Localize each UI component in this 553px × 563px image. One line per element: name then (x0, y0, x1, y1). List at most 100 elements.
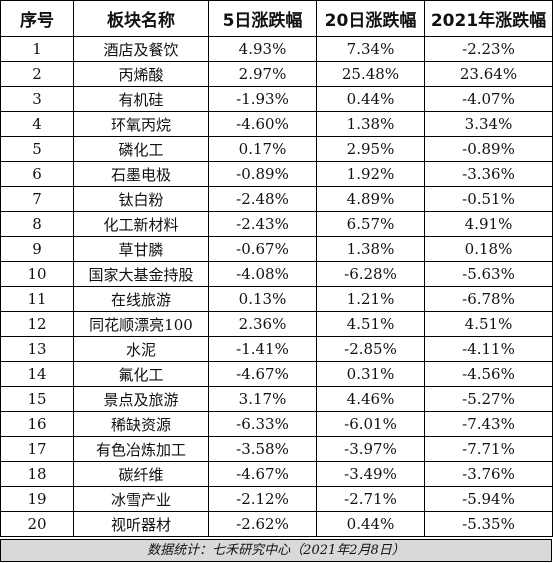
cell-2021-change: -5.63% (424, 261, 553, 287)
cell-20day-change: 0.44% (316, 511, 425, 537)
cell-5day-change: -2.43% (208, 211, 317, 237)
cell-5day-change: 0.13% (208, 286, 317, 312)
table-body: 1 酒店及餐饮 4.93% 7.34% -2.23% 2 丙烯酸 2.97% 25.48% 23.… (0, 36, 553, 537)
cell-sector-name: 碳纤维 (73, 461, 209, 487)
cell-2021-change: 23.64% (424, 61, 553, 87)
cell-20day-change: -3.97% (316, 436, 425, 462)
cell-20day-change: 0.31% (316, 361, 425, 387)
cell-2021-change: -0.51% (424, 186, 553, 212)
cell-2021-change: -5.27% (424, 386, 553, 412)
cell-sector-name: 有机硅 (73, 86, 209, 112)
cell-sector-name: 磷化工 (73, 136, 209, 162)
header-index: 序号 (0, 0, 74, 37)
cell-index: 12 (0, 311, 74, 337)
table-row: 8 化工新材料 -2.43% 6.57% 4.91% (0, 211, 553, 237)
cell-index: 2 (0, 61, 74, 87)
cell-5day-change: -1.93% (208, 86, 317, 112)
table-row: 2 丙烯酸 2.97% 25.48% 23.64% (0, 61, 553, 87)
table-row: 13 水泥 -1.41% -2.85% -4.11% (0, 336, 553, 362)
cell-2021-change: -4.11% (424, 336, 553, 362)
cell-5day-change: -2.48% (208, 186, 317, 212)
table-row: 16 稀缺资源 -6.33% -6.01% -7.43% (0, 411, 553, 437)
cell-2021-change: -0.89% (424, 136, 553, 162)
cell-20day-change: -2.71% (316, 486, 425, 512)
cell-20day-change: 1.38% (316, 111, 425, 137)
cell-2021-change: -4.56% (424, 361, 553, 387)
cell-index: 8 (0, 211, 74, 237)
cell-index: 6 (0, 161, 74, 187)
cell-5day-change: 2.97% (208, 61, 317, 87)
cell-index: 20 (0, 511, 74, 537)
cell-2021-change: -4.07% (424, 86, 553, 112)
cell-sector-name: 水泥 (73, 336, 209, 362)
cell-5day-change: -4.60% (208, 111, 317, 137)
cell-sector-name: 丙烯酸 (73, 61, 209, 87)
cell-index: 13 (0, 336, 74, 362)
table-row: 14 氟化工 -4.67% 0.31% -4.56% (0, 361, 553, 387)
cell-20day-change: 1.21% (316, 286, 425, 312)
header-sector-name: 板块名称 (73, 0, 209, 37)
cell-2021-change: -5.94% (424, 486, 553, 512)
cell-index: 14 (0, 361, 74, 387)
cell-sector-name: 有色冶炼加工 (73, 436, 209, 462)
cell-sector-name: 在线旅游 (73, 286, 209, 312)
cell-sector-name: 酒店及餐饮 (73, 36, 209, 62)
cell-5day-change: -1.41% (208, 336, 317, 362)
cell-20day-change: 25.48% (316, 61, 425, 87)
table-row: 12 同花顺漂亮100 2.36% 4.51% 4.51% (0, 311, 553, 337)
cell-2021-change: -7.71% (424, 436, 553, 462)
table-row: 6 石墨电极 -0.89% 1.92% -3.36% (0, 161, 553, 187)
cell-sector-name: 环氧丙烷 (73, 111, 209, 137)
cell-sector-name: 视听器材 (73, 511, 209, 537)
cell-index: 3 (0, 86, 74, 112)
table-row: 17 有色冶炼加工 -3.58% -3.97% -7.71% (0, 436, 553, 462)
cell-5day-change: -0.89% (208, 161, 317, 187)
cell-5day-change: -6.33% (208, 411, 317, 437)
cell-5day-change: -4.67% (208, 461, 317, 487)
cell-sector-name: 景点及旅游 (73, 386, 209, 412)
table-row: 3 有机硅 -1.93% 0.44% -4.07% (0, 86, 553, 112)
cell-sector-name: 化工新材料 (73, 211, 209, 237)
cell-2021-change: 0.18% (424, 236, 553, 262)
cell-index: 4 (0, 111, 74, 137)
cell-20day-change: 4.51% (316, 311, 425, 337)
cell-index: 5 (0, 136, 74, 162)
table-row: 15 景点及旅游 3.17% 4.46% -5.27% (0, 386, 553, 412)
cell-5day-change: 0.17% (208, 136, 317, 162)
cell-20day-change: 4.89% (316, 186, 425, 212)
header-5day-change: 5日涨跌幅 (208, 0, 317, 37)
table-row: 1 酒店及餐饮 4.93% 7.34% -2.23% (0, 36, 553, 62)
table-row: 18 碳纤维 -4.67% -3.49% -3.76% (0, 461, 553, 487)
cell-index: 7 (0, 186, 74, 212)
cell-2021-change: -7.43% (424, 411, 553, 437)
table-row: 11 在线旅游 0.13% 1.21% -6.78% (0, 286, 553, 312)
cell-5day-change: 4.93% (208, 36, 317, 62)
cell-sector-name: 同花顺漂亮100 (73, 311, 209, 337)
cell-2021-change: -5.35% (424, 511, 553, 537)
header-20day-change: 20日涨跌幅 (316, 0, 425, 37)
cell-5day-change: -2.62% (208, 511, 317, 537)
cell-5day-change: -3.58% (208, 436, 317, 462)
cell-5day-change: 2.36% (208, 311, 317, 337)
cell-2021-change: 4.51% (424, 311, 553, 337)
cell-sector-name: 氟化工 (73, 361, 209, 387)
cell-20day-change: 0.44% (316, 86, 425, 112)
cell-sector-name: 草甘膦 (73, 236, 209, 262)
cell-2021-change: -3.36% (424, 161, 553, 187)
cell-5day-change: -4.67% (208, 361, 317, 387)
header-2021-change: 2021年涨跌幅 (424, 0, 553, 37)
cell-20day-change: -2.85% (316, 336, 425, 362)
sector-performance-table: 序号 板块名称 5日涨跌幅 20日涨跌幅 2021年涨跌幅 1 酒店及餐饮 4.93% 7.3… (0, 0, 553, 537)
cell-5day-change: -0.67% (208, 236, 317, 262)
table-row: 5 磷化工 0.17% 2.95% -0.89% (0, 136, 553, 162)
cell-sector-name: 冰雪产业 (73, 486, 209, 512)
source-footer: 数据统计：七禾研究中心（2021年2月8日） (0, 539, 552, 562)
cell-20day-change: -6.28% (316, 261, 425, 287)
cell-2021-change: -2.23% (424, 36, 553, 62)
cell-5day-change: 3.17% (208, 386, 317, 412)
table-row: 10 国家大基金持股 -4.08% -6.28% -5.63% (0, 261, 553, 287)
cell-20day-change: 1.38% (316, 236, 425, 262)
cell-index: 19 (0, 486, 74, 512)
cell-index: 9 (0, 236, 74, 262)
